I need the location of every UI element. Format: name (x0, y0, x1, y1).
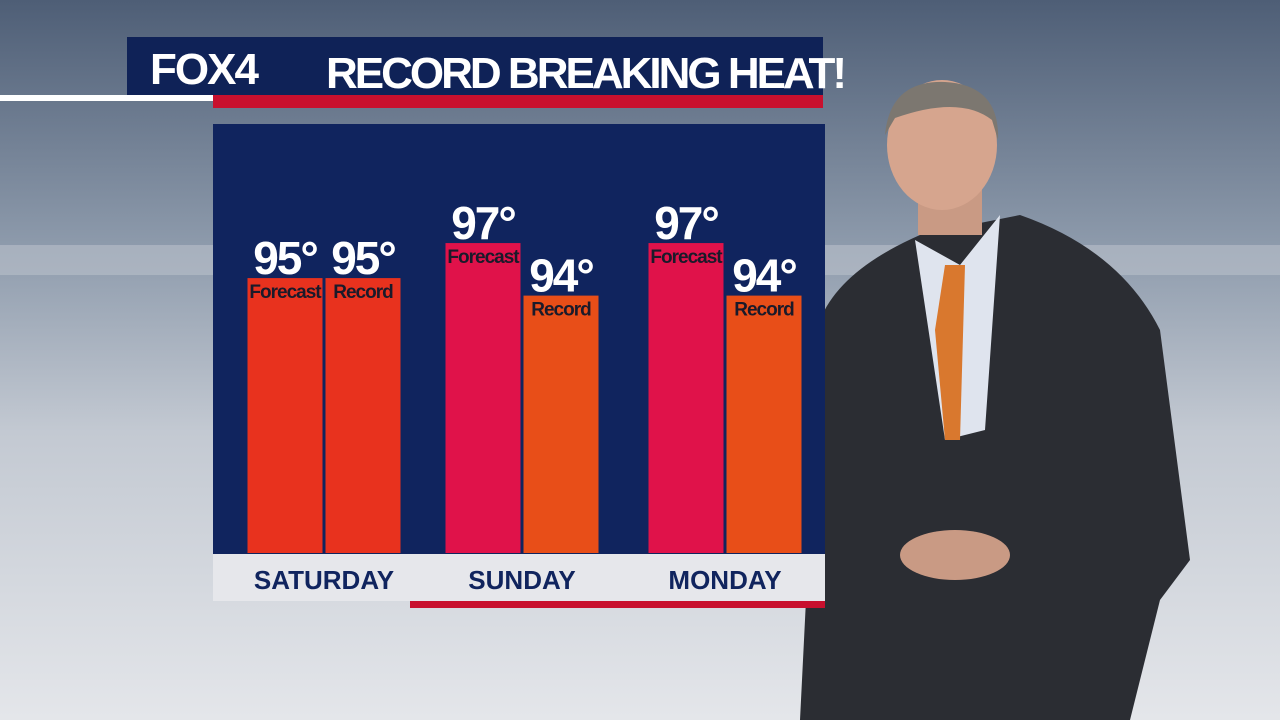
logo: FOX4 (150, 45, 259, 94)
value-label: 97° (451, 197, 515, 249)
bar-series-label: Forecast (650, 247, 723, 268)
bar (445, 243, 521, 553)
value-label: 94° (732, 250, 796, 302)
value-label: 95° (253, 232, 317, 284)
bar-series-label: Forecast (447, 247, 520, 268)
header-accent (213, 95, 823, 108)
header-rule (0, 95, 213, 101)
bar (247, 278, 323, 553)
value-label: 97° (654, 197, 718, 249)
strip-accent (410, 601, 825, 608)
bar-series-label: Record (531, 300, 591, 321)
x-tick-label: SATURDAY (254, 565, 394, 595)
bar-series-label: Record (734, 300, 794, 321)
presenter (800, 80, 1190, 720)
value-label: 94° (529, 250, 593, 302)
chart-title: RECORD BREAKING HEAT! (326, 49, 844, 98)
bar (726, 295, 802, 553)
header-box (127, 37, 823, 95)
bar (325, 278, 401, 553)
bar-series-label: Record (333, 282, 393, 303)
bar (648, 243, 724, 553)
bar-series-label: Forecast (249, 282, 322, 303)
category-strip (213, 554, 825, 601)
x-tick-label: MONDAY (668, 565, 781, 595)
bar (523, 295, 599, 553)
x-tick-label: SUNDAY (468, 565, 575, 595)
value-label: 95° (331, 232, 395, 284)
